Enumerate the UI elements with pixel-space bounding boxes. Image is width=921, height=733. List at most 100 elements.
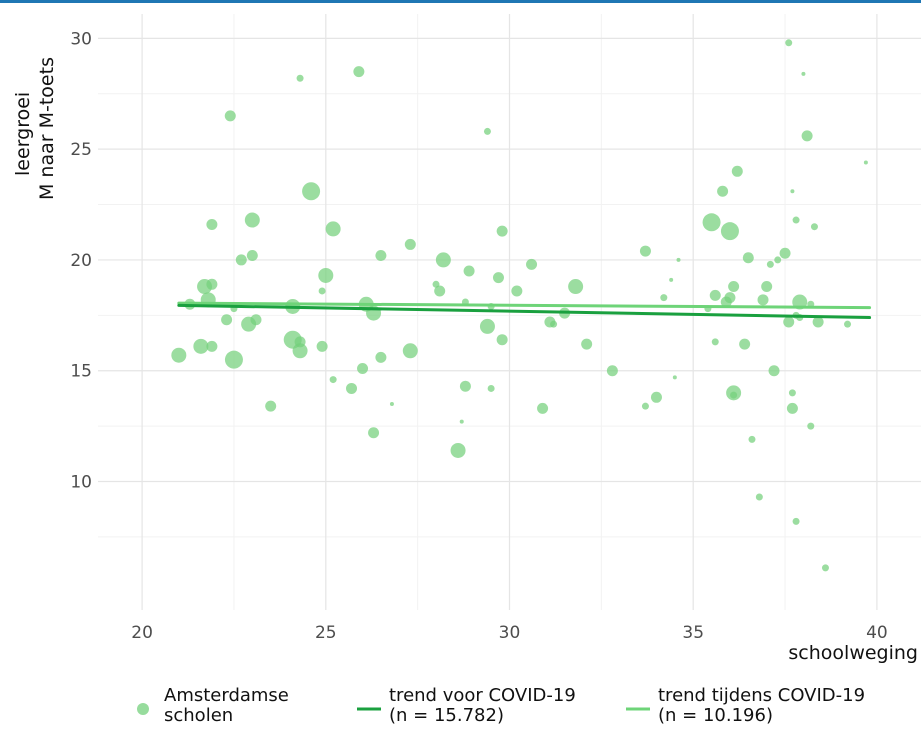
data-point — [537, 402, 549, 414]
data-point — [761, 281, 773, 293]
data-point — [487, 384, 495, 392]
data-point — [660, 294, 668, 302]
y-tick-label: 30 — [70, 29, 92, 49]
data-point — [606, 365, 618, 377]
data-point — [479, 318, 495, 334]
legend-point-key — [137, 703, 149, 715]
data-point — [496, 334, 508, 346]
data-point — [785, 39, 793, 47]
data-point — [246, 250, 258, 262]
data-point — [292, 343, 308, 359]
data-point — [296, 74, 304, 82]
data-point — [641, 402, 649, 410]
data-point — [224, 110, 236, 122]
data-point — [434, 285, 446, 297]
data-point — [779, 247, 791, 259]
data-point — [325, 221, 341, 237]
data-point — [526, 258, 538, 270]
data-point — [459, 380, 471, 392]
data-point — [810, 223, 818, 231]
y-tick-label: 25 — [70, 140, 92, 160]
data-point — [171, 347, 187, 363]
legend-line-key-light — [626, 707, 650, 711]
data-point — [807, 422, 815, 430]
data-point — [511, 285, 523, 297]
data-point — [821, 564, 829, 572]
data-point — [748, 435, 756, 443]
y-tick-labels: 10 15 20 25 30 — [70, 29, 92, 492]
trend-line-before-covid — [177, 303, 872, 320]
data-point — [730, 391, 738, 399]
trend-line-during-covid — [177, 301, 872, 310]
data-point — [801, 130, 813, 142]
data-point — [353, 66, 365, 78]
data-point — [676, 257, 681, 262]
legend-label-trend-before: trend voor COVID-19 (n = 15.782) — [389, 685, 576, 726]
y-axis-title-line-2: M naar M-toets — [36, 57, 58, 200]
legend-label-schools: Amsterdamse scholen — [164, 685, 289, 726]
data-point — [459, 419, 464, 424]
x-axis-title: schoolweging — [788, 642, 918, 664]
data-point — [193, 338, 209, 354]
top-accent-bar — [0, 0, 921, 3]
data-point — [496, 225, 508, 237]
data-point — [402, 343, 418, 359]
data-point — [812, 316, 824, 328]
scatter-plot: 10 15 20 25 30 20 25 30 35 40 — [70, 14, 921, 640]
data-point — [318, 267, 334, 283]
data-point — [739, 338, 751, 350]
data-point — [568, 279, 584, 295]
legend: Amsterdamse scholen trend voor COVID-19 … — [0, 684, 921, 733]
data-point — [728, 281, 740, 293]
data-point — [702, 213, 721, 232]
x-tick-label: 25 — [315, 623, 337, 640]
data-point — [550, 320, 558, 328]
data-point — [731, 165, 743, 177]
data-point — [717, 185, 729, 197]
data-point — [346, 382, 358, 394]
y-axis-title: leergroei M naar M-toets — [6, 30, 58, 200]
data-point — [863, 160, 868, 165]
data-point — [783, 316, 795, 328]
data-point — [206, 340, 218, 352]
data-point — [318, 287, 326, 295]
legend-line-key-dark — [357, 707, 381, 711]
data-point — [294, 336, 306, 348]
data-point — [404, 238, 416, 250]
data-point — [265, 400, 277, 412]
data-point — [357, 362, 369, 374]
data-point — [206, 218, 218, 230]
data-point — [788, 389, 796, 397]
y-tick-label: 10 — [70, 472, 92, 492]
data-point — [672, 375, 677, 380]
data-point — [786, 402, 798, 414]
data-point — [709, 289, 721, 301]
data-point — [711, 338, 719, 346]
data-point — [250, 314, 262, 326]
data-point — [774, 256, 782, 264]
data-point — [316, 340, 328, 352]
data-point — [375, 250, 387, 262]
data-point — [720, 222, 739, 241]
data-point — [742, 252, 754, 264]
data-point — [844, 320, 852, 328]
y-axis-title-line-1: leergroei — [12, 91, 34, 176]
y-tick-label: 20 — [70, 251, 92, 271]
x-tick-label: 40 — [866, 623, 888, 640]
data-point — [368, 427, 380, 439]
data-point — [792, 517, 800, 525]
data-point — [450, 442, 466, 458]
data-point — [639, 245, 651, 257]
trend-lines — [177, 301, 872, 320]
grid-lines — [98, 14, 921, 610]
x-tick-label: 35 — [682, 623, 704, 640]
data-point — [792, 216, 800, 224]
data-point — [757, 294, 769, 306]
y-tick-label: 15 — [70, 362, 92, 382]
data-point — [766, 260, 774, 268]
data-point — [235, 254, 247, 266]
data-point — [302, 182, 321, 201]
x-tick-labels: 20 25 30 35 40 — [131, 623, 887, 640]
legend-label-trend-during: trend tijdens COVID-19 (n = 10.196) — [658, 685, 866, 726]
data-point — [755, 493, 763, 501]
